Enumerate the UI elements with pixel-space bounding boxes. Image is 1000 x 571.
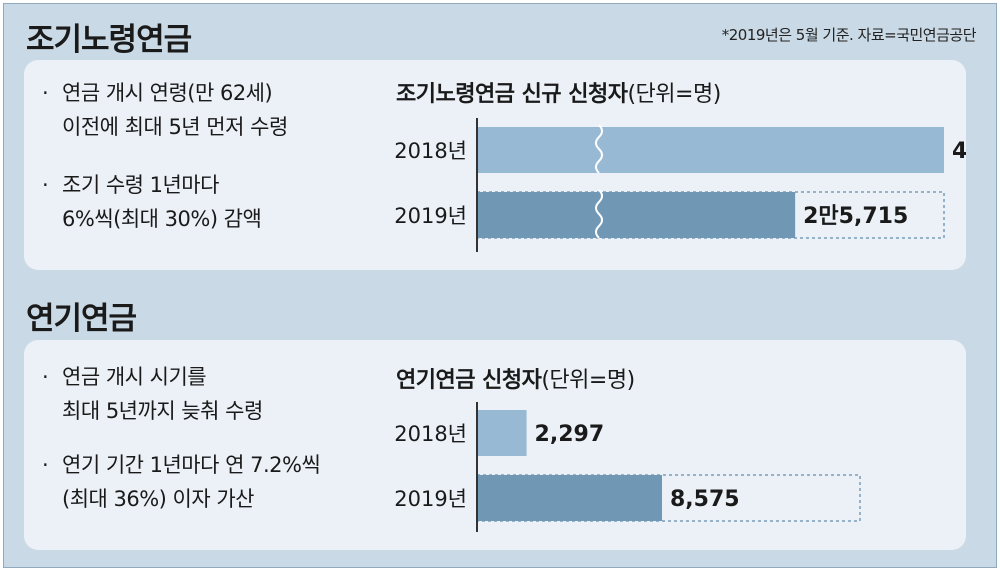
chart-title-text: 조기노령연금 신규 신청자: [396, 82, 628, 107]
chart-title-text: 연기연금 신청자: [396, 368, 542, 393]
chart-title-deferred: 연기연금 신청자(단위=명): [396, 362, 635, 394]
bar: [477, 410, 527, 456]
chart-unit: (단위=명): [627, 82, 721, 107]
data-label: 2만5,715: [803, 204, 908, 229]
section-title-early-pension: 조기노령연금: [26, 22, 192, 58]
category-label: 2019년: [394, 204, 467, 228]
bullet-line: 연금 개시 시기를: [62, 365, 207, 389]
bullet-item: · 연금 개시 시기를 최대 5년까지 늦춰 수령: [42, 360, 263, 428]
bullet-line: 6%씩(최대 30%) 감액: [62, 207, 262, 231]
bullet-dot: ·: [42, 365, 49, 389]
bullet-line: 이전에 최대 5년 먼저 수령: [62, 115, 288, 139]
bullet-line: 연기 기간 1년마다 연 7.2%씩: [62, 453, 321, 477]
chart-unit: (단위=명): [541, 368, 635, 393]
early-pension-bar-chart: 2018년 4만3,544 2019년 2만5,715: [394, 118, 966, 252]
bullet-line: 조기 수령 1년마다: [62, 173, 219, 197]
category-label: 2018년: [394, 139, 467, 163]
bar: [477, 475, 662, 521]
bullet-item: · 연기 기간 1년마다 연 7.2%씩 (최대 36%) 이자 가산: [42, 448, 321, 516]
bar: [477, 192, 796, 238]
bar: [477, 127, 944, 173]
bullet-line: 연금 개시 연령(만 62세): [62, 81, 273, 105]
early-pension-panel: · 연금 개시 연령(만 62세) 이전에 최대 5년 먼저 수령 · 조기 수…: [24, 60, 966, 270]
axis-break-mark: [595, 124, 603, 174]
category-label: 2018년: [394, 422, 467, 446]
axis-break-mark: [595, 189, 603, 239]
bullet-dot: ·: [42, 81, 49, 105]
bullet-dot: ·: [42, 173, 49, 197]
category-label: 2019년: [394, 487, 467, 511]
data-label: 2,297: [535, 422, 605, 447]
bullet-line: (최대 36%) 이자 가산: [62, 487, 255, 511]
source-note: *2019년은 5월 기준. 자료=국민연금공단: [721, 26, 977, 44]
deferred-pension-bar-chart: 2018년 2,297 2019년 8,575: [394, 402, 861, 532]
bullet-line: 최대 5년까지 늦춰 수령: [62, 399, 263, 423]
data-label: 8,575: [670, 487, 740, 512]
chart-deferred-marks: 2018년 2,297 2019년 8,575: [394, 402, 861, 532]
bullet-dot: ·: [42, 453, 49, 477]
bullet-item: · 조기 수령 1년마다 6%씩(최대 30%) 감액: [42, 168, 262, 236]
chart-title-early: 조기노령연금 신규 신청자(단위=명): [396, 76, 721, 108]
deferred-pension-panel: · 연금 개시 시기를 최대 5년까지 늦춰 수령 · 연기 기간 1년마다 연…: [24, 340, 966, 550]
bullet-item: · 연금 개시 연령(만 62세) 이전에 최대 5년 먼저 수령: [42, 76, 288, 144]
data-label: 4만3,544: [952, 139, 966, 164]
chart-early-marks: 2018년 4만3,544 2019년 2만5,715: [394, 118, 966, 252]
section-title-deferred-pension: 연기연금: [26, 301, 137, 337]
